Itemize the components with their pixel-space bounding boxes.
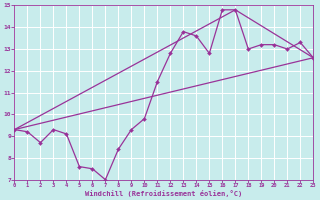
X-axis label: Windchill (Refroidissement éolien,°C): Windchill (Refroidissement éolien,°C)	[85, 190, 243, 197]
